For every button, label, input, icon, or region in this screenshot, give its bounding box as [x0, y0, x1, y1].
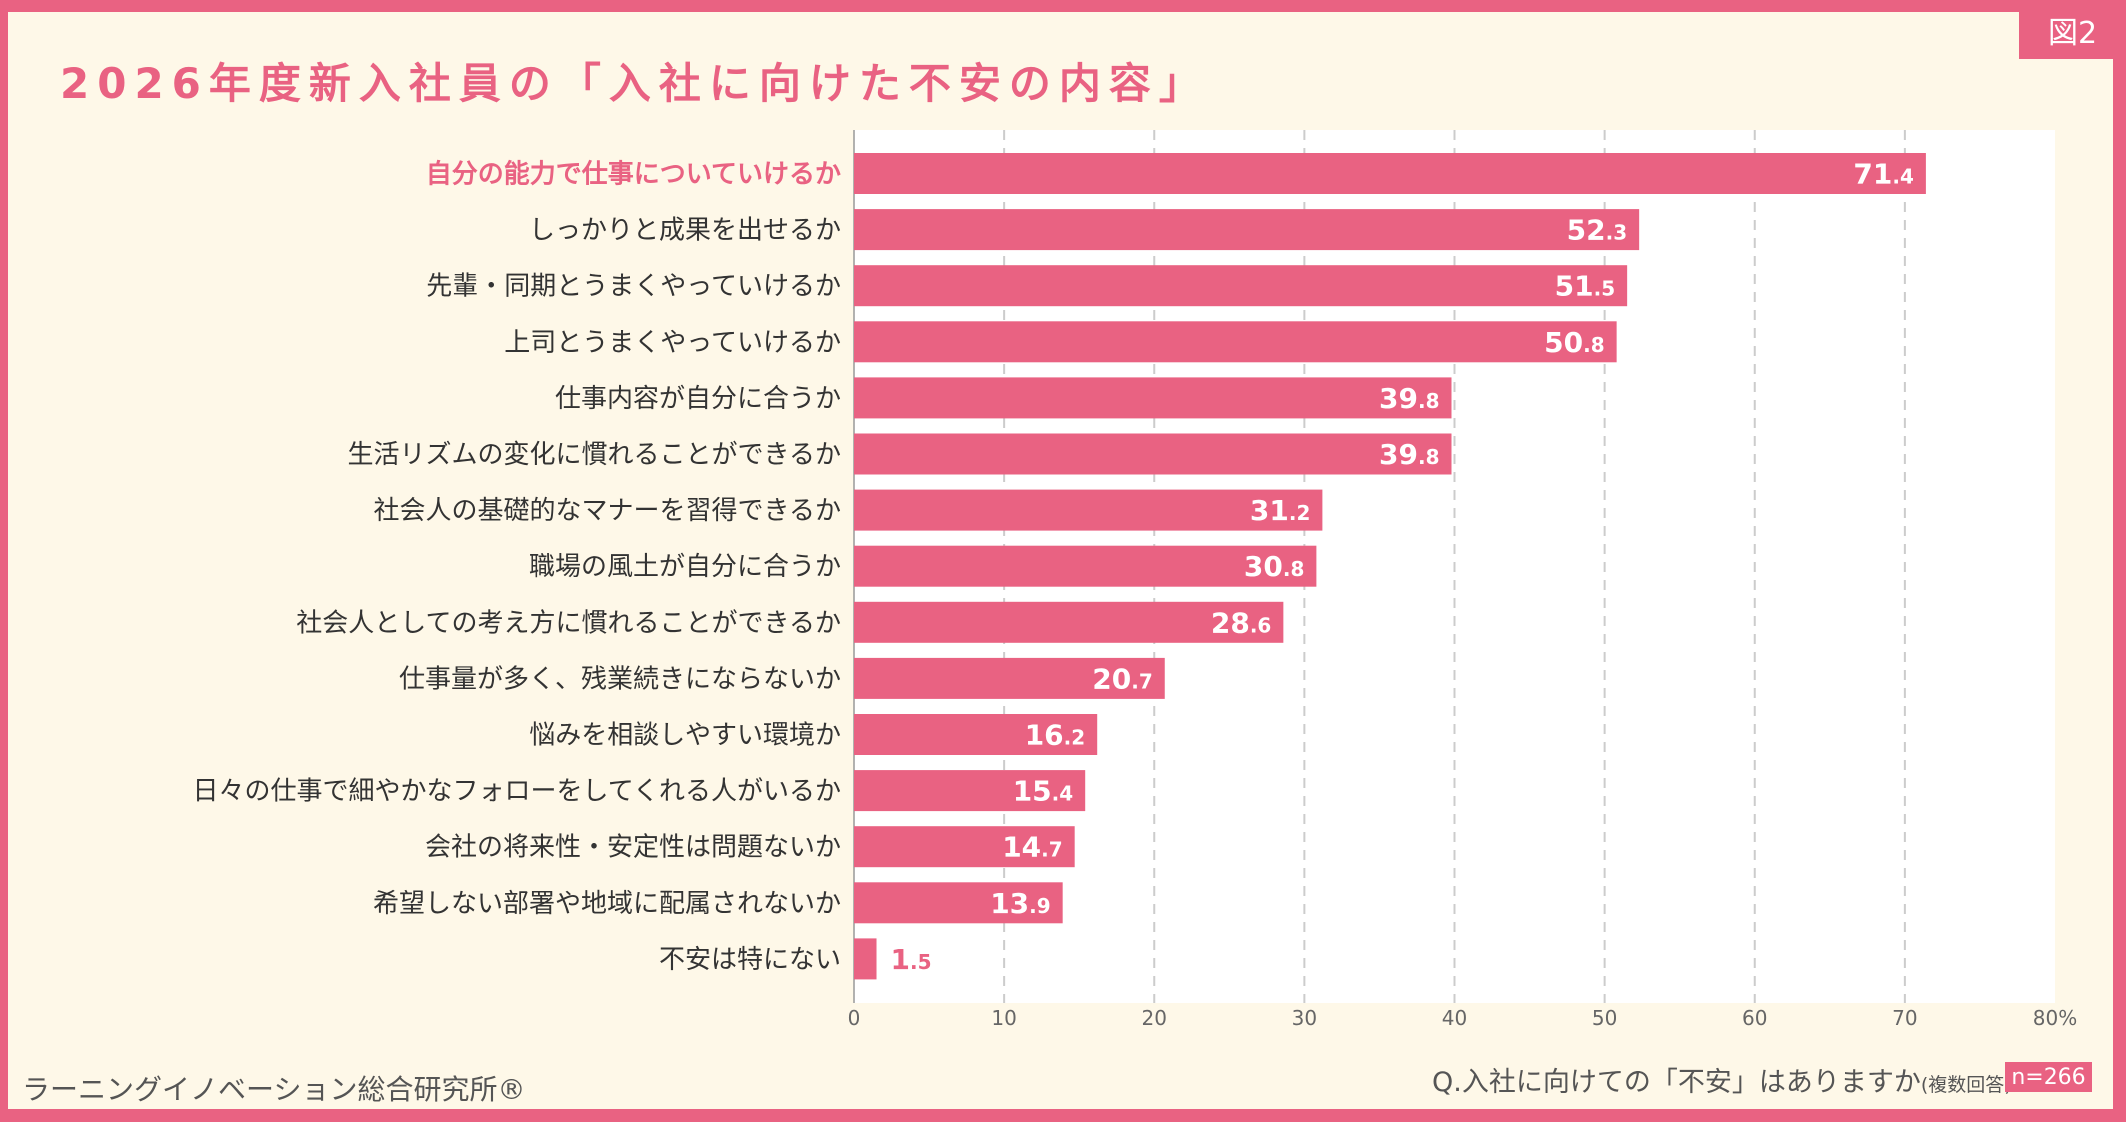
value-label: 39.8 — [1379, 382, 1439, 415]
bar — [854, 826, 1075, 868]
bar — [854, 770, 1086, 812]
x-tick-label: 0 — [848, 1006, 861, 1030]
bar — [854, 657, 1165, 699]
bar — [854, 882, 1063, 924]
category-label: 先輩・同期とうまくやっていけるか — [426, 272, 841, 302]
category-label: 生活リズムの変化に慣れることができるか — [348, 440, 841, 470]
category-label: 職場の風土が自分に合うか — [529, 552, 841, 582]
x-tick-label: 30 — [1292, 1006, 1317, 1030]
x-tick-label: 40 — [1442, 1006, 1467, 1030]
x-tick-label: 50 — [1592, 1006, 1617, 1030]
x-tick-label: 20 — [1142, 1006, 1167, 1030]
value-label: 52.3 — [1567, 214, 1627, 247]
bar — [854, 714, 1098, 755]
bar — [854, 153, 1926, 194]
value-label: 71.4 — [1853, 158, 1913, 191]
bar — [854, 321, 1617, 363]
value-label: 14.7 — [1002, 831, 1062, 864]
value-label: 16.2 — [1025, 719, 1085, 752]
organization-name: ラーニングイノベーション総合研究所® — [22, 1073, 526, 1106]
category-label: 不安は特にない — [659, 945, 841, 975]
value-label: 28.6 — [1211, 606, 1271, 639]
figure-badge: 図2 — [2019, 0, 2126, 59]
value-label: 1.5 — [891, 943, 932, 976]
category-label: 仕事内容が自分に合うか — [555, 384, 841, 414]
category-label: 日々の仕事で細やかなフォローをしてくれる人がいるか — [193, 777, 841, 807]
bar — [854, 265, 1628, 307]
bar — [854, 545, 1317, 587]
x-tick-label: 80% — [2033, 1006, 2077, 1030]
category-label: 悩みを相談しやすい環境か — [529, 721, 841, 751]
value-label: 50.8 — [1544, 326, 1604, 359]
sample-size-badge: n=266 — [2005, 1062, 2092, 1092]
category-label: 会社の将来性・安定性は問題ないか — [425, 833, 841, 863]
x-tick-label: 70 — [1892, 1006, 1917, 1030]
category-label: 社会人の基礎的なマナーを習得できるか — [374, 496, 841, 526]
bar — [854, 209, 1640, 251]
value-label: 31.2 — [1250, 494, 1310, 527]
category-label: 仕事量が多く、残業続きにならないか — [399, 664, 841, 694]
question-text: Q.入社に向けての「不安」はありますか — [1432, 1067, 1921, 1098]
bar — [854, 938, 877, 980]
bar — [854, 377, 1452, 419]
category-label: 上司とうまくやっていけるか — [504, 328, 841, 358]
bar — [854, 489, 1323, 531]
bar — [854, 433, 1452, 475]
question-note: (複数回答) — [1920, 1074, 2012, 1096]
bar — [854, 601, 1284, 643]
value-label: 51.5 — [1555, 270, 1615, 303]
value-label: 30.8 — [1244, 550, 1304, 583]
value-label: 20.7 — [1092, 662, 1152, 695]
category-label: しっかりと成果を出せるか — [529, 216, 841, 246]
x-tick-label: 60 — [1742, 1006, 1767, 1030]
chart-title: 2026年度新入社員の「入社に向けた不安の内容」 — [60, 59, 1209, 108]
category-label: 自分の能力で仕事についていけるか — [426, 159, 841, 190]
x-tick-label: 10 — [991, 1006, 1016, 1030]
value-label: 15.4 — [1013, 775, 1073, 808]
category-label: 社会人としての考え方に慣れることができるか — [296, 608, 841, 638]
category-label: 希望しない部署や地域に配属されないか — [373, 889, 841, 919]
value-label: 39.8 — [1379, 438, 1439, 471]
survey-question: Q.入社に向けての「不安」はありますか(複数回答) — [1432, 1060, 2012, 1099]
value-label: 13.9 — [990, 887, 1050, 920]
